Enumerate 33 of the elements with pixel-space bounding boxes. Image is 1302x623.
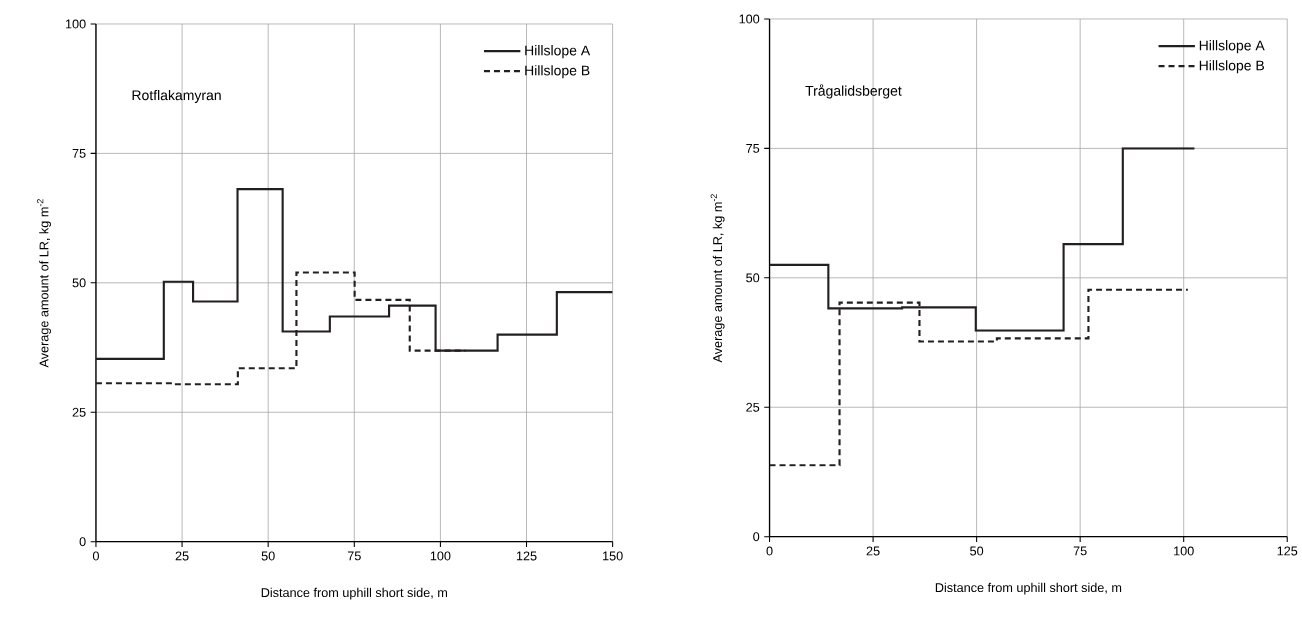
x-tick-label: 50 xyxy=(261,551,275,561)
x-tick-label: 25 xyxy=(175,551,189,561)
y-axis-title: Average amount of LR, kg m$^{-2}$ xyxy=(710,194,725,363)
y-tick-label: 50 xyxy=(72,278,86,288)
x-tick-label: 125 xyxy=(1277,546,1298,556)
x-tick-label: 100 xyxy=(1174,546,1194,556)
y-tick-label: 25 xyxy=(72,407,86,417)
legend-label: Hillslope A xyxy=(525,45,591,59)
y-tick-label: 75 xyxy=(72,149,86,158)
y-tick-label: 25 xyxy=(746,402,760,412)
legend-label: Hillslope A xyxy=(1199,40,1265,54)
x-tick-label: 75 xyxy=(1073,546,1087,556)
y-tick-label: 0 xyxy=(79,537,86,547)
y-tick-label: 100 xyxy=(739,14,760,24)
annotation: Trågalidsberget xyxy=(805,84,902,99)
x-axis-title: Distance from uphill short side, m xyxy=(935,582,1122,595)
x-tick-label: 0 xyxy=(92,551,99,561)
y-axis-title: Average amount of LR, kg m$^{-2}$ xyxy=(37,199,51,368)
legend-label: Hillslope B xyxy=(525,65,590,79)
x-tick-label: 25 xyxy=(866,546,880,556)
x-axis-title: Distance from uphill short side, m xyxy=(261,587,448,600)
y-tick-label: 50 xyxy=(746,273,760,283)
x-tick-label: 75 xyxy=(347,551,361,561)
x-tick-label: 50 xyxy=(970,546,984,556)
annotation: Rotflakamyran xyxy=(132,90,221,104)
x-tick-label: 100 xyxy=(430,551,451,561)
x-tick-label: 0 xyxy=(766,546,773,556)
legend-label: Hillslope B xyxy=(1199,60,1264,74)
y-tick-label: 0 xyxy=(753,532,760,542)
y-tick-label: 75 xyxy=(746,144,760,153)
y-tick-label: 100 xyxy=(65,19,86,29)
x-tick-label: 150 xyxy=(603,551,623,561)
x-tick-label: 125 xyxy=(516,551,537,561)
